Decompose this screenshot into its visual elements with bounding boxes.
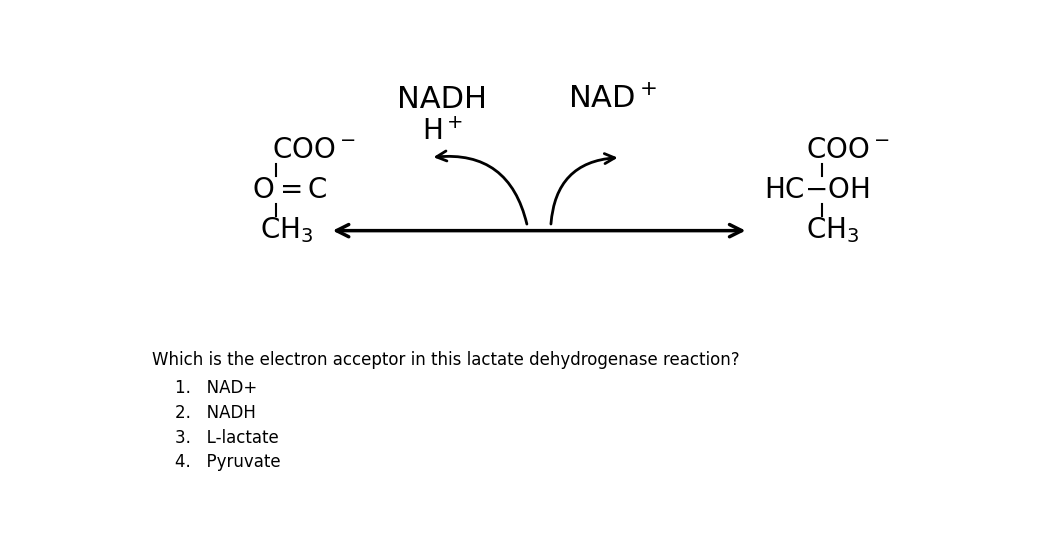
Text: CH$_3$: CH$_3$	[260, 215, 313, 245]
Text: 4.   Pyruvate: 4. Pyruvate	[175, 453, 280, 471]
Text: HC$-$OH: HC$-$OH	[764, 176, 870, 204]
Text: 3.   L-lactate: 3. L-lactate	[175, 429, 278, 447]
Text: COO$^-$: COO$^-$	[806, 136, 890, 164]
Text: COO$^-$: COO$^-$	[272, 136, 355, 164]
Text: 1.   NAD+: 1. NAD+	[175, 379, 257, 398]
Text: H$^+$: H$^+$	[421, 118, 463, 146]
Text: NADH: NADH	[397, 85, 488, 114]
Text: 2.   NADH: 2. NADH	[175, 404, 256, 422]
Text: O$=$C: O$=$C	[253, 176, 328, 204]
Text: NAD$^+$: NAD$^+$	[568, 85, 657, 114]
Text: CH$_3$: CH$_3$	[806, 215, 860, 245]
Text: Which is the electron acceptor in this lactate dehydrogenase reaction?: Which is the electron acceptor in this l…	[151, 351, 740, 369]
